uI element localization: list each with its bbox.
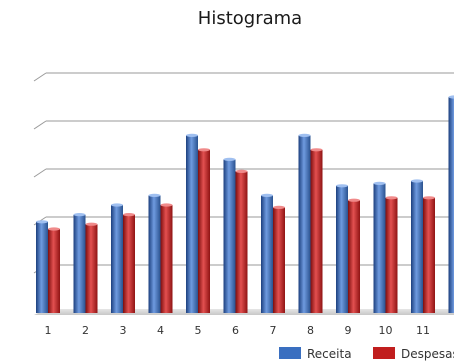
bar-receita-5 — [186, 135, 198, 313]
bar-receita-7 — [261, 195, 273, 313]
bar-despesas-3 — [123, 214, 135, 313]
bar-cap-receita-1 — [36, 220, 48, 224]
bar-cap-receita-6 — [223, 157, 236, 161]
bar-cap-despesas-4 — [160, 203, 173, 207]
x-tick-label: 6 — [232, 324, 239, 337]
x-tick-label: 9 — [345, 324, 352, 337]
bar-despesas-10 — [385, 197, 398, 313]
bar-cap-despesas-3 — [123, 213, 135, 217]
bar-receita-9 — [336, 185, 348, 313]
bar-cap-receita-9 — [336, 184, 348, 188]
x-tick-label: 7 — [270, 324, 277, 337]
bar-cap-despesas-6 — [235, 169, 248, 173]
bar-cap-despesas-11 — [423, 196, 435, 200]
bar-despesas-2 — [85, 224, 98, 313]
bar-receita-2 — [73, 214, 86, 313]
bar-cap-receita-10 — [373, 181, 386, 185]
x-tick-label: 3 — [120, 324, 127, 337]
bar-cap-receita-12 — [448, 95, 454, 99]
bar-cap-receita-8 — [298, 133, 311, 137]
bar-cap-despesas-8 — [310, 148, 323, 152]
gridline-depth — [33, 72, 47, 82]
bar-receita-4 — [148, 195, 161, 313]
gridline-depth — [33, 120, 47, 130]
bar-receita-10 — [373, 183, 386, 313]
bar-cap-receita-3 — [111, 203, 123, 207]
legend-label-receita: Receita — [307, 347, 352, 361]
chart-title: Histograma — [197, 8, 303, 29]
x-tick-label: 1 — [45, 324, 52, 337]
legend-swatch-receita — [279, 347, 301, 359]
bar-cap-despesas-2 — [85, 222, 98, 226]
bar-cap-receita-5 — [186, 133, 198, 137]
bar-cap-receita-11 — [411, 179, 423, 183]
bar-receita-11 — [411, 181, 423, 313]
bar-receita-8 — [298, 135, 311, 313]
bar-cap-despesas-9 — [348, 198, 360, 202]
bar-receita-12 — [448, 97, 454, 313]
x-tick-label: 5 — [195, 324, 202, 337]
bar-receita-1 — [36, 221, 48, 313]
bar-despesas-4 — [160, 205, 173, 313]
bar-cap-despesas-10 — [385, 196, 398, 200]
bar-cap-receita-2 — [73, 213, 86, 217]
bar-cap-despesas-7 — [273, 205, 285, 209]
legend-swatch-despesas — [373, 347, 395, 359]
bar-despesas-7 — [273, 207, 285, 313]
x-tick-label: 4 — [157, 324, 164, 337]
bar-despesas-11 — [423, 197, 435, 313]
x-tick-label: 2 — [82, 324, 89, 337]
x-tick-label: 8 — [307, 324, 314, 337]
bar-cap-receita-7 — [261, 193, 273, 197]
bar-cap-despesas-5 — [198, 148, 210, 152]
bar-cap-receita-4 — [148, 193, 161, 197]
bar-despesas-1 — [48, 229, 60, 313]
x-tick-label: 11 — [416, 324, 430, 337]
bar-receita-3 — [111, 205, 123, 313]
x-tick-label: 10 — [379, 324, 393, 337]
bar-receita-6 — [223, 159, 236, 313]
bar-despesas-6 — [235, 171, 248, 313]
bar-cap-despesas-1 — [48, 227, 60, 231]
legend-label-despesas: Despesas — [401, 347, 454, 361]
gridline-depth — [33, 168, 47, 178]
bar-despesas-5 — [198, 149, 210, 313]
bar-despesas-8 — [310, 149, 323, 313]
bar-despesas-9 — [348, 200, 360, 313]
